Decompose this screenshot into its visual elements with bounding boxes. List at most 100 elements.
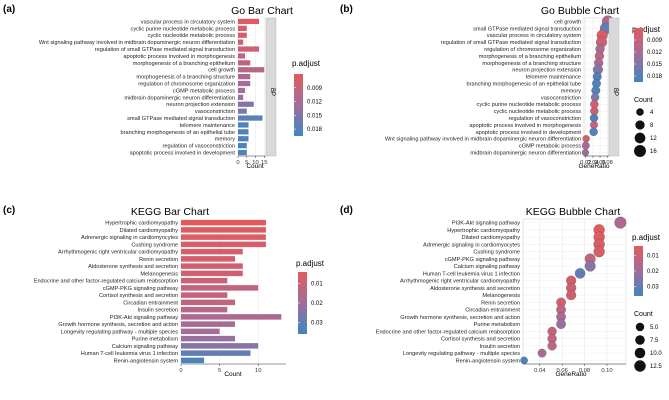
panel-c-bar [181, 270, 243, 277]
panel-d-category-label: Longevity regulating pathway - multiple … [403, 351, 520, 357]
panel-c-bar [181, 241, 266, 248]
panel-a-bar [238, 129, 249, 135]
panel-a-x-tick-label: 15 [261, 160, 267, 166]
panel-a-bar [238, 149, 247, 156]
panel-c-category-label: Cortisol synthesis and secretion [99, 293, 178, 299]
panel-d-category-label: Cushing syndrome [473, 250, 520, 256]
panel-d-point [566, 290, 577, 301]
panel-a-bar [238, 39, 244, 45]
panel-b-xlabel: GeneRatio [578, 163, 609, 170]
panel-a-bar [238, 87, 245, 94]
panel-a-bar [238, 108, 247, 114]
panel-a-category-label: regulation of chromosome organization [138, 82, 235, 88]
panel-a-bar [238, 101, 254, 107]
panel-b-size-legend-key [634, 132, 646, 144]
panel-d-category-label: Adrenergic signaling in cardiomyocytes [423, 242, 520, 248]
panel-c-bar [181, 350, 251, 356]
panel-d-category-label: Hypertrophic cardiomyopathy [447, 228, 520, 234]
panel-d-size-legend-label: 12.5 [650, 364, 662, 370]
panel-d-category-label: Insulin secretion [480, 344, 520, 350]
panel-a-category-label: neuron projection extension [166, 102, 235, 108]
panel-a-bar [238, 74, 251, 80]
panel-d-xlabel: GeneRatio [555, 371, 586, 378]
panel-c-bar [181, 277, 228, 284]
panel-d-x-tick-label: 0.04 [534, 368, 546, 374]
panel-d-colorbar [634, 246, 643, 296]
panel-c-category-label: Calcium signaling pathway [112, 344, 178, 350]
panel-c-bar [181, 263, 243, 269]
panel-a-category-label: cyclic purine nucleotide metabolic proce… [131, 26, 236, 32]
panel-b-category-label: cell growth [554, 19, 581, 25]
panel-b-point [581, 141, 590, 150]
panel-d-category-label: Renin secretion [481, 300, 520, 306]
panel-b-size-legend-label: 16 [650, 149, 657, 155]
panel-b-category-label: cGMP metabolic process [519, 144, 581, 150]
panel-d-category-label: Aldosterone synthesis and secretion [430, 286, 520, 292]
panel-a-title: Go Bar Chart [231, 5, 293, 17]
panel-d-category-label: Cortisol synthesis and secretion [441, 337, 520, 343]
panel-b-x-tick-label: 0.04 [587, 160, 599, 166]
panel-c-category-label: Cushing syndrome [131, 242, 178, 248]
panel-b-x-tick-label: 0.08 [602, 160, 613, 166]
panel-b-facet-label: BP [612, 88, 618, 96]
panel-c-category-label: Renin-angiotensin system [114, 358, 179, 364]
panel-d-point [547, 341, 557, 351]
panel-b-category-label: midbrain dopaminergic neuron differentia… [470, 151, 581, 157]
panel-b-category-label: regulation of vasoconstriction [509, 116, 581, 122]
panel-a-bar [238, 136, 249, 142]
panel-a-bar [238, 60, 251, 66]
panel-b-category-label: small GTPase mediated signal transductio… [473, 26, 581, 32]
panel-d-point [593, 246, 605, 258]
panel-b-category-label: Wnt signaling pathway involved in midbra… [385, 137, 581, 143]
panel-b-category-label: vascular process in circulatory system [487, 33, 582, 39]
panel-d-size-legend-key [635, 322, 645, 332]
panel-d-size-legend-key [635, 335, 645, 345]
panel-c-plot-area [181, 219, 286, 364]
panel-d-size-legend-label: 10.0 [650, 351, 662, 357]
panel-d-point [614, 216, 627, 229]
panel-a-facet-strip [265, 17, 277, 157]
panel-d-point [584, 260, 596, 272]
panel-c-colorbar-label: 0.02 [311, 301, 323, 307]
panel-c-category-label: Endocrine and other factor-regulated cal… [34, 279, 178, 285]
panel-b-category-label: apoptotic process involved in developmen… [476, 130, 582, 136]
panel-a-category-label: telomere maintenance [180, 123, 235, 129]
panel-b-size-legend-label: 8 [650, 123, 654, 129]
panel-a-plot-area [238, 18, 266, 156]
panel-a-label: (a) [3, 4, 15, 15]
panel-c-xlabel: Count [224, 371, 242, 378]
panel-a-bar [238, 67, 265, 73]
panel-c-bar [181, 335, 236, 342]
panel-a-colorbar-label: 0.018 [307, 127, 323, 133]
panel-d-x-tick-label: 0.06 [557, 368, 568, 374]
panel-a-category-label: morphogenesis of a branching structure [136, 75, 235, 81]
panel-c-bar [181, 292, 228, 298]
panel-b-colorbar [634, 28, 643, 82]
panel-c-x-tick-label: 5 [218, 368, 221, 374]
panel-d-point [520, 356, 528, 365]
panel-b-point [590, 121, 598, 129]
panel-a-bar [238, 80, 251, 87]
panel-d-x-tick-label: 0.08 [579, 368, 590, 374]
panel-c-bar [181, 321, 236, 327]
panel-b-size-legend-key [634, 145, 646, 157]
panel-d-point [556, 319, 566, 329]
panel-a-category-label: memory [215, 137, 235, 143]
panel-d-category-label: PI3K-Akt signaling pathway [452, 221, 520, 227]
panel-b-label: (b) [340, 4, 353, 15]
panel-d-size-legend-label: 7.5 [650, 338, 659, 344]
panel-a-colorbar-label: 0.009 [307, 86, 323, 92]
panel-a-bar [238, 46, 259, 52]
panel-d-colorbar-label: 0.03 [647, 285, 659, 291]
panel-b-size-legend-label: 12 [650, 136, 657, 142]
panel-c-category-label: Dilated cardiomyopathy [120, 228, 179, 234]
panel-c-bar [181, 285, 259, 291]
panel-b-size-legend-title: Count [634, 97, 653, 104]
panel-c-bar [181, 234, 266, 240]
panel-c-bar [181, 299, 236, 306]
panel-b-facet-strip [608, 17, 620, 157]
panel-b-legend-title: p.adjust [632, 25, 661, 34]
panel-c-x-tick-label: 0 [179, 368, 182, 374]
panel-d-category-label: Renin-angiotensin system [456, 358, 521, 364]
panel-d-legend-title: p.adjust [632, 233, 661, 242]
